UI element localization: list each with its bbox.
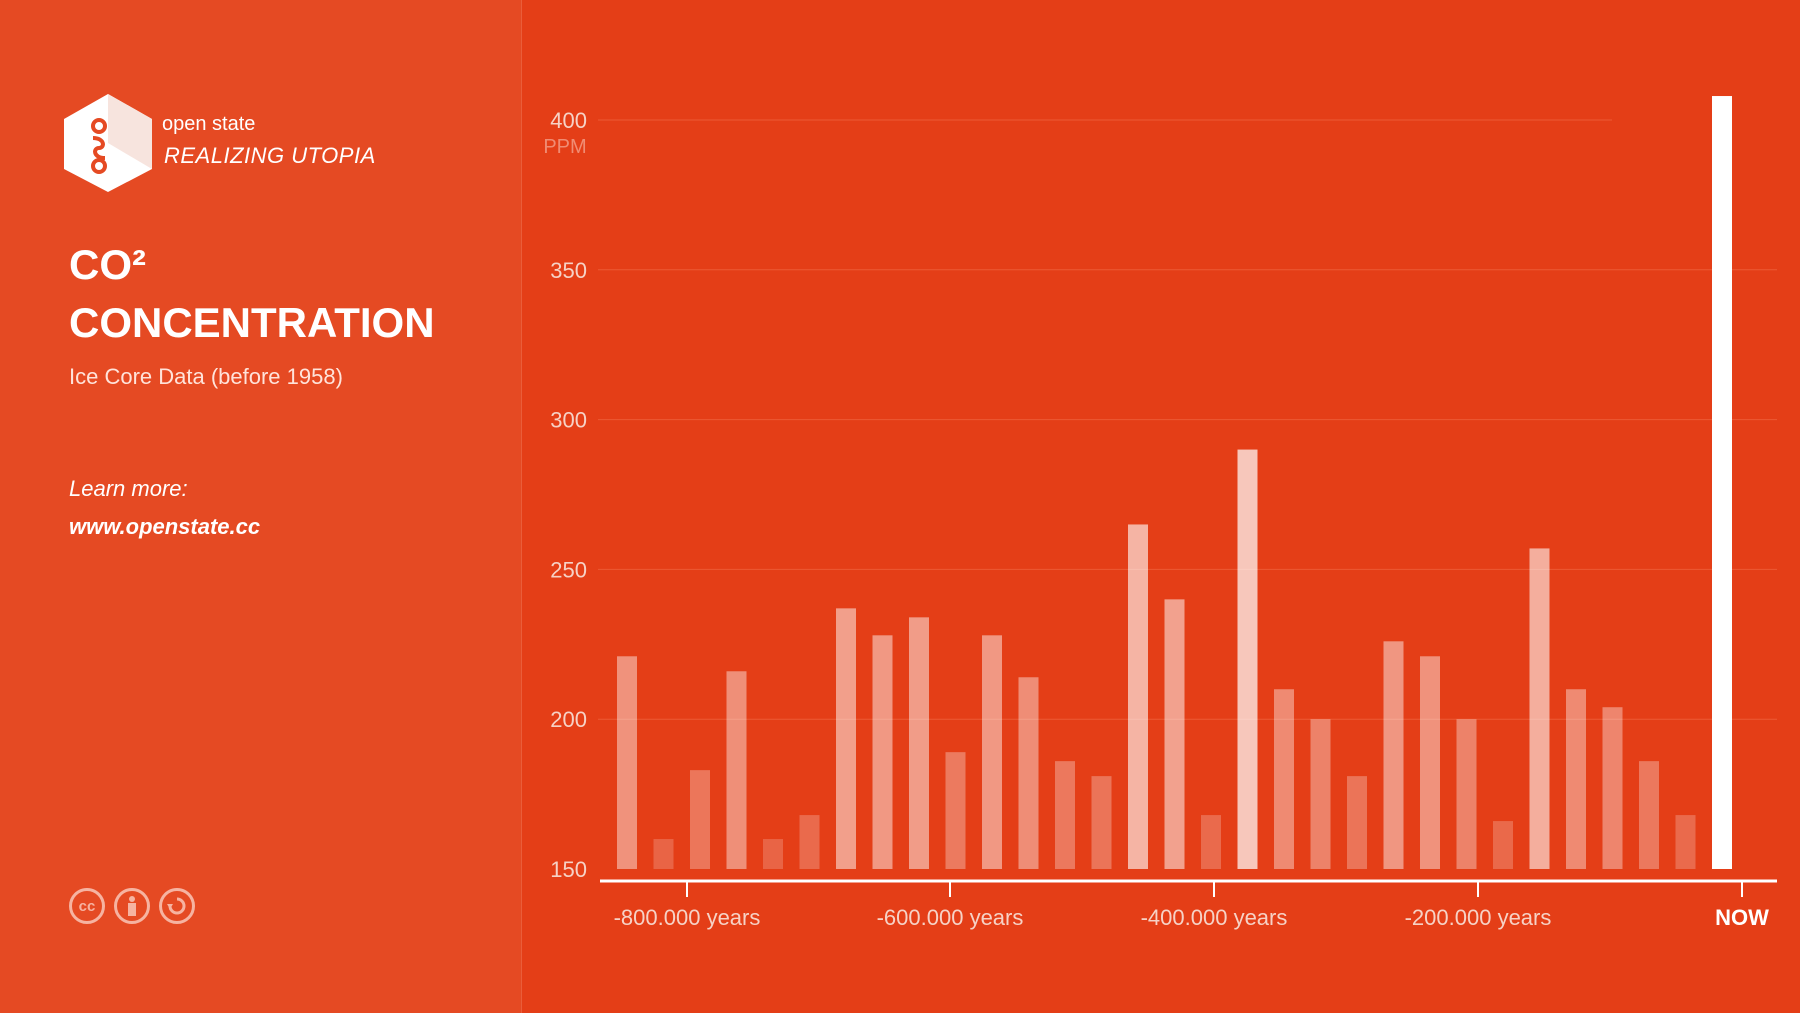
x-tick-label-3: -200.000 years [1405,905,1552,930]
bar-20 [1347,776,1367,869]
x-tick-label-2: -400.000 years [1141,905,1288,930]
y-tick-label-350: 350 [550,258,587,283]
bar-5 [799,815,820,869]
y-tick-label-250: 250 [550,557,587,582]
bar-9 [945,752,966,869]
y-tick-label-150: 150 [550,857,587,882]
y-unit-label: PPM [543,136,586,158]
license-badges: cc [69,888,195,924]
bar-4 [763,839,783,869]
bar-2 [690,770,710,869]
share-alike-icon[interactable] [159,888,195,924]
brand-name: open state [162,113,256,135]
website-link[interactable]: www.openstate.cc [69,514,261,539]
bar-0 [617,656,637,869]
bar-30 [1712,96,1732,870]
cc-label: cc [78,897,96,915]
bar-1 [653,839,674,869]
learn-more-label: Learn more: [69,476,188,501]
bar-14 [1128,524,1148,869]
title-line-1: CO² [69,241,146,288]
open-state-hexagon-icon [64,94,152,192]
bar-27 [1602,707,1623,869]
bar-19 [1310,719,1331,869]
x-tick-label-4: NOW [1715,905,1769,930]
bar-11 [1018,677,1039,869]
circular-arrow-icon [167,897,186,915]
attribution-icon[interactable] [114,888,150,924]
bar-7 [872,635,893,869]
bar-25 [1529,548,1550,869]
bar-29 [1675,815,1696,869]
page-subtitle: Ice Core Data (before 1958) [69,364,343,389]
y-tick-label-200: 200 [550,707,587,732]
bar-28 [1639,761,1659,869]
bar-18 [1274,689,1294,869]
bar-10 [982,635,1002,869]
bar-17 [1237,449,1258,869]
bar-26 [1566,689,1586,869]
bar-15 [1164,599,1185,869]
co2-bar-chart: 150 200 250 300 350 400 PPM -800.000 years -600.… [543,96,1777,930]
bar-16 [1201,815,1221,869]
y-tick-label-300: 300 [550,408,587,433]
y-tick-label-400: 400 [550,108,587,133]
x-tick-label-0: -800.000 years [614,905,761,930]
bar-8 [909,617,929,869]
bar-12 [1055,761,1075,869]
bar-6 [836,608,856,869]
sidebar-panel: open state REALIZING UTOPIA CO² CONCENTR… [0,0,522,1013]
page-title: CO² CONCENTRATION [69,236,435,352]
brand-tagline: REALIZING UTOPIA [164,143,376,168]
bar-24 [1493,821,1513,869]
x-tick-label-1: -600.000 years [877,905,1024,930]
bar-21 [1383,641,1404,869]
cc-icon[interactable]: cc [69,888,105,924]
person-icon [128,896,136,916]
title-line-2: CONCENTRATION [69,299,435,346]
bar-23 [1456,719,1477,869]
bar-3 [726,671,747,869]
bar-13 [1091,776,1112,869]
bar-22 [1420,656,1440,869]
